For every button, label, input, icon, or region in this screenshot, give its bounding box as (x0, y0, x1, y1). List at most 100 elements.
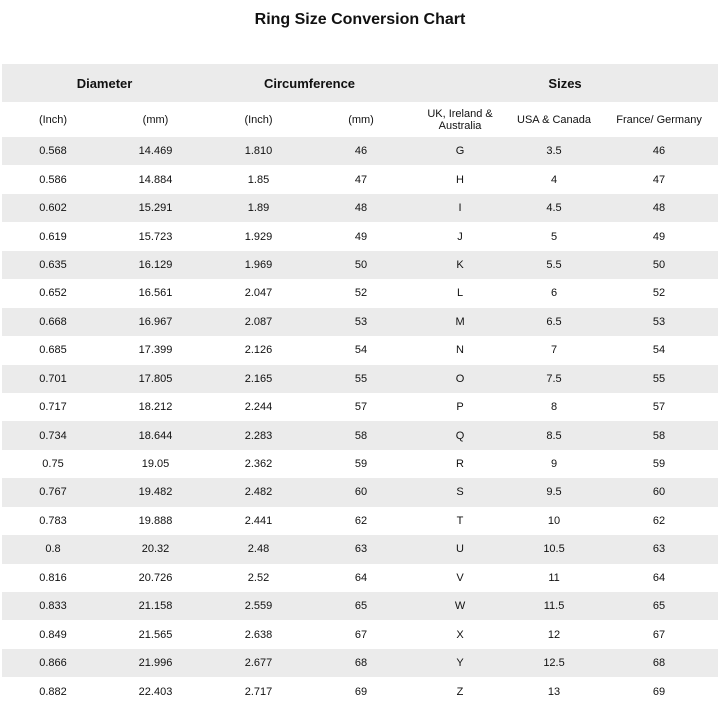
cell-france-size: 55 (652, 372, 666, 385)
cell-circumference-inch: 2.717 (244, 685, 273, 698)
cell-circumference-mm: 49 (354, 230, 368, 243)
table-row: 0.849 21.565 2.638 67 X 12 67 (2, 620, 718, 648)
cell-diameter-mm: 22.403 (138, 685, 173, 698)
cell-diameter-mm: 19.888 (138, 514, 173, 527)
cell-circumference-mm: 63 (354, 543, 368, 556)
cell-usa-size: 12.5 (543, 657, 565, 670)
table-row: 0.668 16.967 2.087 53 M 6.5 53 (2, 307, 719, 337)
cell-diameter-mm: 15.291 (138, 202, 173, 215)
sub-header-diameter-inch: (Inch) (38, 113, 68, 126)
cell-circumference-mm: 54 (354, 344, 368, 357)
cell-circumference-mm: 48 (354, 202, 368, 215)
cell-uk-size: G (455, 145, 465, 158)
cell-circumference-mm: 57 (354, 401, 368, 414)
cell-diameter-mm: 17.805 (138, 372, 173, 385)
table-row: 0.816 20.726 2.52 64 V 11 64 (2, 564, 718, 592)
cell-france-size: 52 (652, 287, 666, 300)
cell-circumference-inch: 2.638 (244, 628, 273, 641)
cell-circumference-mm: 67 (354, 628, 368, 641)
table-row: 0.635 16.129 1.969 50 K 5.5 50 (2, 250, 719, 280)
cell-uk-size: V (456, 571, 464, 584)
header-sizes: Sizes (412, 64, 719, 102)
cell-circumference-inch: 2.047 (244, 287, 273, 300)
cell-uk-size: X (456, 628, 464, 641)
cell-circumference-inch: 2.362 (244, 458, 273, 471)
cell-france-size: 49 (652, 230, 666, 243)
cell-diameter-inch: 0.8 (45, 543, 61, 556)
cell-france-size: 60 (652, 486, 666, 499)
cell-diameter-inch: 0.75 (42, 458, 64, 471)
cell-usa-size: 5.5 (546, 258, 562, 271)
cell-uk-size: K (456, 258, 464, 271)
cell-uk-size: R (456, 458, 464, 471)
table-row: 0.685 17.399 2.126 54 N 7 54 (2, 336, 718, 364)
cell-uk-size: Y (456, 657, 464, 670)
cell-usa-size: 4 (550, 173, 558, 186)
cell-diameter-inch: 0.668 (39, 315, 67, 328)
table-row: 0.586 14.884 1.85 47 H 4 47 (2, 165, 718, 193)
cell-uk-size: I (458, 202, 462, 215)
ring-size-table: Diameter Circumference Sizes (Inch) (mm)… (2, 64, 719, 706)
cell-circumference-inch: 1.85 (247, 173, 270, 186)
cell-usa-size: 9.5 (546, 486, 562, 499)
cell-circumference-mm: 69 (354, 685, 368, 698)
cell-france-size: 54 (652, 344, 666, 357)
cell-diameter-inch: 0.833 (39, 600, 67, 613)
cell-uk-size: J (457, 230, 463, 243)
cell-diameter-mm: 19.05 (141, 458, 170, 471)
cell-usa-size: 9 (550, 458, 558, 471)
cell-france-size: 68 (652, 657, 666, 670)
cell-circumference-mm: 65 (354, 600, 368, 613)
cell-diameter-mm: 21.996 (138, 657, 173, 670)
table-row: 0.767 19.482 2.482 60 S 9.5 60 (2, 478, 719, 507)
cell-usa-size: 7.5 (546, 372, 562, 385)
cell-diameter-inch: 0.652 (39, 287, 67, 300)
cell-circumference-inch: 2.52 (247, 571, 270, 584)
cell-diameter-mm: 19.482 (138, 486, 173, 499)
sub-header-france: France/ Germany (616, 113, 702, 126)
cell-diameter-inch: 0.701 (39, 372, 67, 385)
cell-diameter-mm: 15.723 (138, 230, 173, 243)
cell-uk-size: W (454, 600, 466, 613)
cell-usa-size: 11.5 (543, 600, 565, 613)
sub-header-circumference-inch: (Inch) (244, 113, 273, 126)
cell-circumference-mm: 62 (354, 514, 368, 527)
table-row: 0.568 14.469 1.810 46 G 3.5 46 (2, 137, 719, 166)
cell-circumference-inch: 1.929 (244, 230, 273, 243)
cell-diameter-inch: 0.586 (39, 173, 67, 186)
cell-uk-size: Q (455, 429, 465, 442)
cell-usa-size: 8.5 (546, 429, 562, 442)
page-title: Ring Size Conversion Chart (254, 11, 466, 28)
cell-france-size: 63 (652, 543, 666, 556)
cell-france-size: 50 (652, 258, 666, 271)
cell-diameter-inch: 0.635 (39, 258, 67, 271)
cell-circumference-mm: 52 (354, 287, 368, 300)
cell-diameter-inch: 0.849 (39, 628, 67, 641)
cell-france-size: 69 (652, 685, 666, 698)
cell-usa-size: 6 (550, 287, 558, 300)
table-row: 0.602 15.291 1.89 48 I 4.5 48 (2, 193, 719, 223)
sub-header-circumference-mm: (mm) (348, 113, 374, 126)
cell-circumference-inch: 1.810 (244, 145, 273, 158)
cell-circumference-mm: 47 (354, 173, 368, 186)
cell-diameter-inch: 0.717 (39, 401, 67, 414)
cell-usa-size: 12 (547, 628, 561, 641)
cell-france-size: 57 (652, 401, 666, 414)
cell-circumference-inch: 2.482 (244, 486, 273, 499)
sub-header-row: (Inch) (mm) (Inch) (mm) UK, Ireland & Au… (2, 102, 718, 137)
cell-usa-size: 3.5 (546, 145, 562, 158)
cell-usa-size: 8 (550, 401, 558, 414)
cell-circumference-mm: 60 (354, 486, 368, 499)
cell-france-size: 67 (652, 628, 666, 641)
table-row: 0.882 22.403 2.717 69 Z 13 69 (2, 677, 718, 705)
cell-france-size: 58 (652, 429, 666, 442)
sub-header-usa: USA & Canada (517, 113, 592, 126)
cell-circumference-mm: 53 (354, 315, 368, 328)
cell-circumference-inch: 2.48 (247, 543, 270, 556)
cell-france-size: 53 (652, 315, 666, 328)
cell-usa-size: 6.5 (546, 315, 562, 328)
cell-diameter-mm: 16.129 (138, 258, 173, 271)
cell-diameter-inch: 0.568 (39, 145, 67, 158)
cell-diameter-mm: 20.32 (141, 543, 170, 556)
cell-circumference-inch: 1.969 (244, 258, 273, 271)
